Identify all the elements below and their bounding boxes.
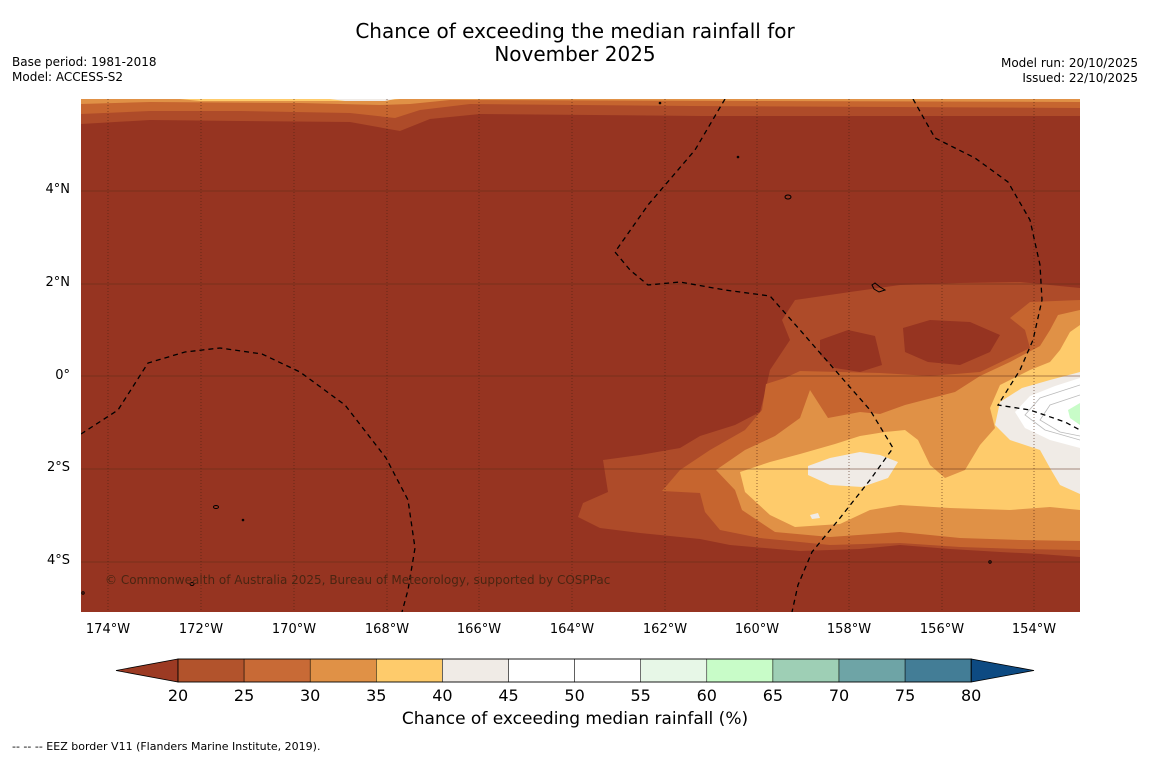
- colorbar-segment: [904, 658, 972, 683]
- lat-label-4s: 4°S: [46, 553, 70, 568]
- eez-border-west: [81, 347, 416, 612]
- eez-border-center: [614, 99, 894, 612]
- colorbar-tick-label: 60: [696, 686, 717, 705]
- island-6: [658, 101, 662, 105]
- lon-label-162w: 162°W: [642, 622, 688, 637]
- issued-date: Issued: 22/10/2025: [1022, 71, 1138, 85]
- east-band-50: [1015, 378, 1080, 448]
- lon-label-164w: 164°W: [549, 622, 595, 637]
- map-area: [81, 99, 1080, 612]
- colorbar-tick-label: 80: [961, 686, 982, 705]
- colorbar-tick-label: 45: [498, 686, 519, 705]
- colorbar-segment: [243, 658, 311, 683]
- lon-label-172w: 172°W: [178, 622, 224, 637]
- north-band-45: [330, 99, 395, 101]
- colorbar-extend-low: [115, 658, 179, 683]
- colorbar-tick-label: 50: [564, 686, 585, 705]
- title-line-1: Chance of exceeding the median rainfall …: [355, 19, 795, 43]
- map-title: Chance of exceeding the median rainfall …: [0, 20, 1150, 66]
- colorbar: [115, 658, 1035, 683]
- lat-label-0: 0°: [55, 368, 70, 383]
- lon-label-154w: 154°W: [1011, 622, 1057, 637]
- copyright-notice: © Commonwealth of Australia 2025, Bureau…: [105, 573, 611, 587]
- lat-label-2n: 2°N: [45, 275, 71, 290]
- colorbar-tick-label: 25: [233, 686, 255, 705]
- colorbar-segment: [838, 658, 906, 683]
- model-name: Model: ACCESS-S2: [12, 70, 124, 84]
- lon-label-156w: 156°W: [919, 622, 965, 637]
- colorbar-outline: [177, 658, 972, 683]
- colorbar-tick-label: 75: [894, 686, 916, 705]
- island-2: [871, 282, 887, 293]
- inner-low-2: [820, 330, 882, 372]
- islands: [81, 101, 992, 595]
- eez-borders: [81, 99, 1080, 612]
- colorbar-tick-label: 20: [167, 686, 189, 705]
- base-period: Base period: 1981-2018: [12, 55, 157, 69]
- contour-lines: [1024, 384, 1080, 441]
- colorbar-segment: [376, 658, 443, 683]
- island-8: [241, 518, 245, 522]
- lat-label-2s: 2°S: [46, 460, 70, 475]
- small-45: [810, 513, 820, 519]
- colorbar-tick-label: 30: [300, 686, 321, 705]
- colorbar-tick-label: 40: [432, 686, 453, 705]
- lon-label-166w: 166°W: [456, 622, 502, 637]
- colorbar-extend-high: [970, 658, 1035, 683]
- colorbar-segment: [442, 658, 509, 683]
- title-line-2: November 2025: [494, 42, 656, 66]
- meta-left: Base period: 1981-2018 Model: ACCESS-S2: [12, 55, 157, 85]
- island-4: [189, 582, 195, 586]
- island-9: [81, 591, 85, 595]
- island-3: [213, 505, 219, 509]
- model-run: Model run: 20/10/2025: [1000, 56, 1138, 70]
- colorbar-segment: [508, 658, 575, 683]
- east-band-60: [1068, 403, 1080, 425]
- lon-label-170w: 170°W: [271, 622, 317, 637]
- inner-low-1: [903, 320, 1000, 365]
- eez-border-east: [912, 99, 1080, 431]
- meta-right: Model run: 20/10/2025 Issued: 22/10/2025: [1001, 56, 1138, 86]
- colorbar-segment: [309, 658, 377, 683]
- lon-label-160w: 160°W: [734, 622, 780, 637]
- colorbar-tick-label: 55: [630, 686, 651, 705]
- island-5: [736, 155, 740, 159]
- colorbar-tick-label: 65: [762, 686, 784, 705]
- colorbar-segment: [706, 658, 774, 683]
- island-1: [784, 194, 792, 200]
- lon-label-158w: 158°W: [826, 622, 872, 637]
- colorbar-segment: [177, 658, 245, 683]
- colorbar-tick-label: 35: [366, 686, 387, 705]
- colorbar-title: Chance of exceeding median rainfall (%): [401, 709, 749, 729]
- central-45: [808, 452, 898, 487]
- lon-label-168w: 168°W: [364, 622, 410, 637]
- graticule: [81, 99, 1080, 612]
- island-7: [988, 560, 992, 564]
- colorbar-segment: [772, 658, 840, 683]
- colorbar-segment: [640, 658, 708, 683]
- eez-legend: -- -- -- EEZ border V11 (Flanders Marine…: [12, 740, 321, 753]
- colorbar-tick-label: 70: [828, 686, 850, 705]
- lon-label-174w: 174°W: [85, 622, 131, 637]
- colorbar-segment: [574, 658, 641, 683]
- lat-label-4n: 4°N: [45, 182, 71, 197]
